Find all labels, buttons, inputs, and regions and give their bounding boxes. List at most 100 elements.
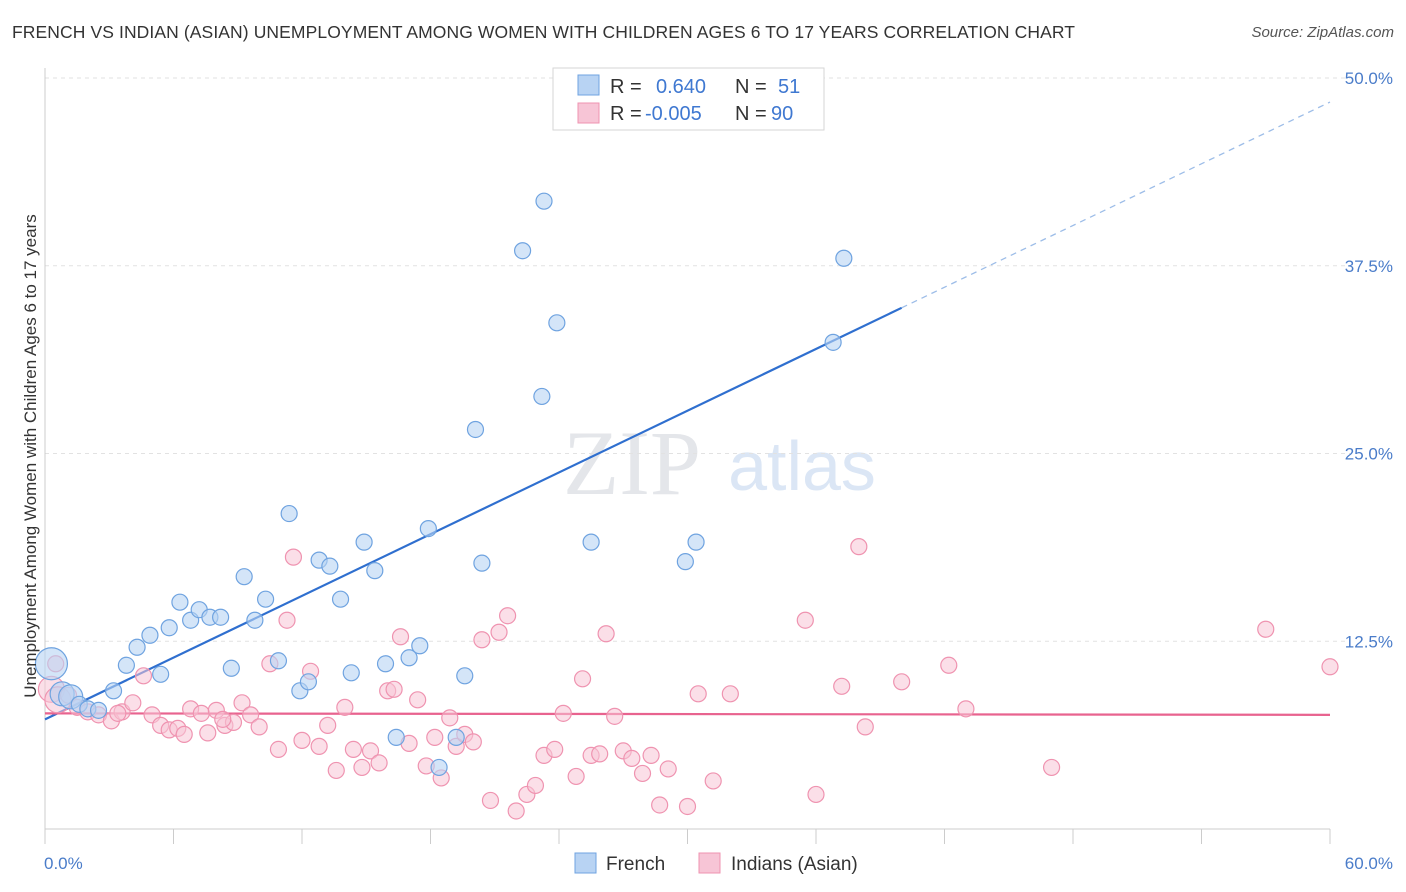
indian-point xyxy=(546,740,564,758)
indian-point xyxy=(642,746,660,765)
indian-point xyxy=(651,796,669,814)
bottom-legend-label-indian: Indians (Asian) xyxy=(731,854,858,875)
french-point xyxy=(34,647,69,681)
indian-point xyxy=(293,731,311,749)
indian-point xyxy=(606,707,624,725)
indian-point xyxy=(633,764,652,783)
indian-point xyxy=(464,733,482,751)
french-point xyxy=(513,242,532,260)
y-tick-label: 50.0% xyxy=(1345,69,1393,88)
trend-line-indian xyxy=(44,712,1331,716)
legend-n-value-indian: 90 xyxy=(771,103,793,125)
y-tick-label: 12.5% xyxy=(1345,632,1393,651)
bottom-legend-swatch-indian xyxy=(698,852,721,874)
indian-point xyxy=(214,710,232,728)
indian-point xyxy=(124,694,142,712)
french-point xyxy=(321,557,339,575)
indian-point xyxy=(796,611,814,629)
indian-point xyxy=(199,724,217,742)
indian-point xyxy=(689,685,707,703)
french-point xyxy=(456,667,474,685)
french-point xyxy=(430,758,448,777)
indian-point xyxy=(441,709,459,727)
watermark-atlas: atlas xyxy=(728,427,876,505)
french-point xyxy=(171,593,189,611)
indian-point xyxy=(499,607,517,625)
indian-point xyxy=(481,791,500,810)
indian-point xyxy=(109,704,127,722)
trend-line-french xyxy=(44,306,903,721)
french-point xyxy=(141,626,159,644)
french-point xyxy=(582,533,600,551)
indian-point xyxy=(192,704,210,722)
french-point xyxy=(533,387,551,406)
indian-point xyxy=(597,625,615,643)
french-point xyxy=(548,314,566,332)
indian-point xyxy=(526,776,545,795)
legend-swatch-french xyxy=(577,74,600,96)
french-point xyxy=(117,656,135,674)
french-point xyxy=(160,619,178,637)
indian-point xyxy=(473,631,491,649)
indian-point xyxy=(310,737,328,755)
indian-point xyxy=(1321,658,1339,676)
indian-point xyxy=(704,772,722,790)
indian-point xyxy=(409,691,427,709)
indian-point xyxy=(233,694,251,712)
indian-point xyxy=(175,725,193,743)
indian-point xyxy=(856,718,874,736)
indian-point xyxy=(678,797,697,816)
french-point xyxy=(89,701,108,719)
french-point xyxy=(376,655,395,673)
data-points xyxy=(34,84,1339,820)
tick-labels: 12.5% 25.0% 37.5% 50.0% 0.0% 60.0% xyxy=(44,69,1393,873)
legend-r-value-french: 0.640 xyxy=(656,76,706,98)
trend-line-french-extension xyxy=(901,101,1331,309)
indian-point xyxy=(336,698,354,716)
indian-point xyxy=(344,740,362,758)
indian-point xyxy=(567,767,585,786)
indian-point xyxy=(269,740,288,758)
indian-point xyxy=(490,623,508,641)
indian-point xyxy=(1042,758,1061,777)
french-point xyxy=(152,665,170,683)
legend-r-label-french: R = xyxy=(610,76,642,98)
indian-point xyxy=(659,760,677,778)
x-tick-label: 0.0% xyxy=(44,854,83,873)
bottom-legend-swatch-french xyxy=(574,852,597,874)
french-point xyxy=(222,659,240,677)
indian-point xyxy=(353,758,371,777)
french-point xyxy=(411,637,429,655)
french-point xyxy=(104,682,123,700)
y-tick-label: 25.0% xyxy=(1345,445,1393,464)
indian-point xyxy=(327,761,345,780)
indian-point xyxy=(250,718,268,736)
indian-point xyxy=(385,680,403,698)
indian-point xyxy=(893,673,911,691)
chart-title: FRENCH VS INDIAN (ASIAN) UNEMPLOYMENT AM… xyxy=(12,22,1076,42)
french-point xyxy=(128,638,146,656)
legend-r-value-indian: -0.005 xyxy=(645,103,702,125)
french-point xyxy=(535,192,553,210)
indian-point xyxy=(284,548,303,566)
french-point xyxy=(299,673,318,691)
indian-point xyxy=(957,700,975,718)
stats-legend: R = 0.640 N = 51 R = -0.005 N = 90 xyxy=(552,67,825,131)
indian-point xyxy=(507,802,525,820)
french-point xyxy=(355,533,373,551)
indian-point xyxy=(278,611,296,629)
french-point xyxy=(246,611,264,629)
y-tick-label: 37.5% xyxy=(1345,257,1393,276)
french-point xyxy=(269,652,288,670)
indian-point xyxy=(573,670,592,688)
french-point xyxy=(835,249,853,267)
french-point xyxy=(331,590,350,608)
source-label: Source: ZipAtlas.com xyxy=(1251,24,1394,41)
indian-point xyxy=(591,745,609,763)
indian-point xyxy=(1257,620,1275,638)
french-point xyxy=(676,553,694,571)
french-point xyxy=(256,590,275,608)
legend-r-label-indian: R = xyxy=(610,103,642,125)
legend-n-value-french: 51 xyxy=(778,76,800,98)
french-point xyxy=(466,420,485,439)
